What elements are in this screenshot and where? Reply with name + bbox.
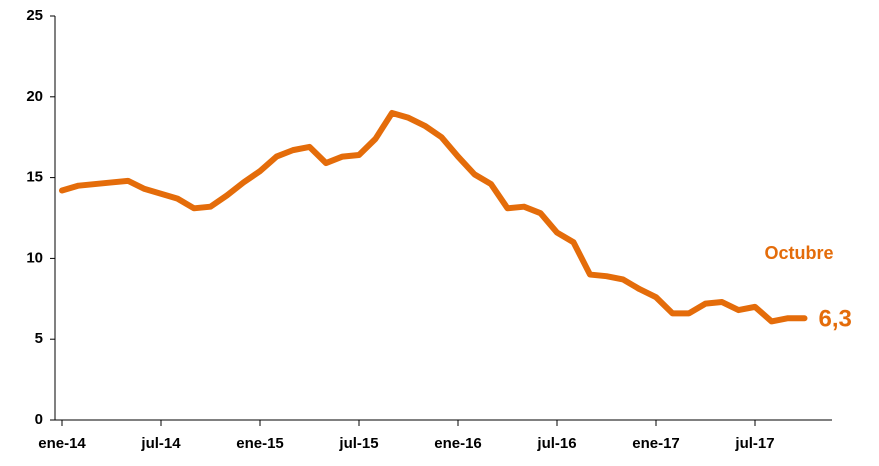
y-tick-label: 25 (26, 7, 43, 24)
line-series (59, 109, 808, 325)
annotation: Octubre (765, 243, 834, 263)
y-tick-label: 5 (35, 330, 43, 347)
x-tick-label: jul-16 (536, 435, 576, 452)
value-label: 6,3 (819, 306, 852, 333)
y-tick-label: 20 (26, 88, 43, 105)
x-tick-label: ene-16 (434, 435, 482, 452)
x-tick-label: ene-15 (236, 435, 284, 452)
y-tick-label: 15 (26, 169, 43, 186)
y-tick-label: 10 (26, 249, 43, 266)
x-tick-label: ene-14 (38, 435, 86, 452)
x-tick-label: ene-17 (632, 435, 680, 452)
x-tick-label: jul-14 (140, 435, 181, 452)
x-tick-label: jul-15 (338, 435, 378, 452)
x-tick-label: jul-17 (734, 435, 774, 452)
y-tick-label: 0 (35, 411, 43, 428)
